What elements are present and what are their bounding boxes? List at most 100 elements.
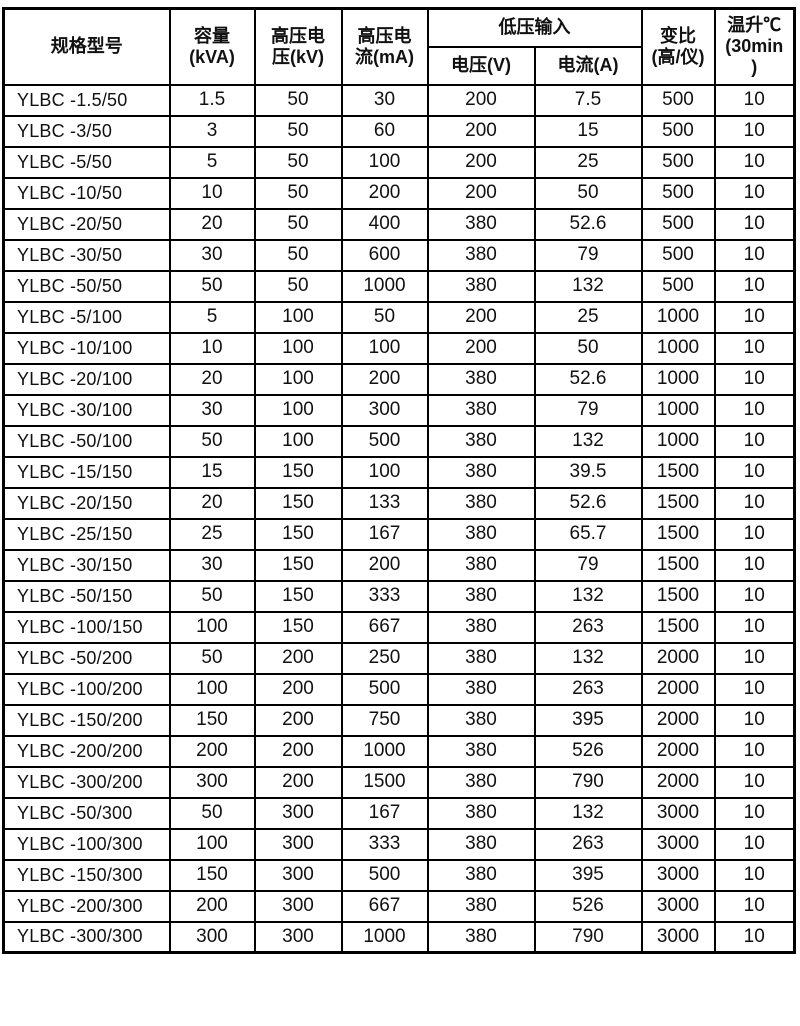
value-cell: 200: [426, 145, 536, 179]
table-row: YLBC -1.5/50 1.5 50 30 200 7.5 500 10: [2, 83, 796, 117]
value-cell: 50: [253, 83, 343, 117]
value-cell: 150: [253, 455, 343, 489]
value-cell: 100: [253, 331, 343, 365]
value-cell: 167: [340, 517, 429, 551]
value-cell: 1000: [340, 269, 429, 303]
table-row: YLBC -15/150 15 150 100 380 39.5 1500 10: [2, 455, 796, 489]
value-cell: 50: [340, 300, 429, 334]
model-cell: YLBC -100/200: [2, 672, 171, 706]
value-cell: 380: [426, 920, 536, 954]
value-cell: 79: [533, 393, 643, 427]
value-cell: 380: [426, 548, 536, 582]
value-cell: 100: [168, 610, 256, 644]
value-cell: 10: [713, 889, 796, 923]
value-cell: 200: [253, 672, 343, 706]
value-cell: 300: [340, 393, 429, 427]
value-cell: 39.5: [533, 455, 643, 489]
value-cell: 200: [426, 114, 536, 148]
table-row: YLBC -50/300 50 300 167 380 132 3000 10: [2, 796, 796, 830]
value-cell: 200: [168, 889, 256, 923]
header-ratio: 变比 (高/仪): [640, 7, 716, 86]
table-row: YLBC -50/50 50 50 1000 380 132 500 10: [2, 269, 796, 303]
model-cell: YLBC -200/300: [2, 889, 171, 923]
value-cell: 3000: [640, 858, 716, 892]
value-cell: 200: [253, 734, 343, 768]
value-cell: 100: [340, 331, 429, 365]
value-cell: 50: [168, 641, 256, 675]
value-cell: 50: [168, 796, 256, 830]
table-row: YLBC -30/50 30 50 600 380 79 500 10: [2, 238, 796, 272]
value-cell: 50: [168, 424, 256, 458]
value-cell: 380: [426, 858, 536, 892]
value-cell: 10: [713, 641, 796, 675]
value-cell: 380: [426, 238, 536, 272]
value-cell: 10: [713, 703, 796, 737]
value-cell: 52.6: [533, 486, 643, 520]
value-cell: 380: [426, 734, 536, 768]
value-cell: 10: [713, 517, 796, 551]
value-cell: 200: [340, 548, 429, 582]
value-cell: 132: [533, 579, 643, 613]
value-cell: 500: [340, 424, 429, 458]
value-cell: 300: [168, 920, 256, 954]
value-cell: 10: [713, 858, 796, 892]
value-cell: 132: [533, 796, 643, 830]
value-cell: 25: [168, 517, 256, 551]
value-cell: 2000: [640, 672, 716, 706]
model-cell: YLBC -50/200: [2, 641, 171, 675]
table-row: YLBC -25/150 25 150 167 380 65.7 1500 10: [2, 517, 796, 551]
model-cell: YLBC -150/300: [2, 858, 171, 892]
table-row: YLBC -50/100 50 100 500 380 132 1000 10: [2, 424, 796, 458]
value-cell: 10: [168, 331, 256, 365]
table-row: YLBC -100/300 100 300 333 380 263 3000 10: [2, 827, 796, 861]
value-cell: 79: [533, 548, 643, 582]
value-cell: 10: [713, 796, 796, 830]
header-hv-current: 高压电 流(mA): [340, 7, 429, 86]
value-cell: 380: [426, 393, 536, 427]
model-cell: YLBC -25/150: [2, 517, 171, 551]
table-row: YLBC -200/300 200 300 667 380 526 3000 10: [2, 889, 796, 923]
value-cell: 200: [253, 703, 343, 737]
value-cell: 200: [168, 734, 256, 768]
value-cell: 150: [253, 610, 343, 644]
model-cell: YLBC -5/50: [2, 145, 171, 179]
value-cell: 1500: [640, 517, 716, 551]
table-row: YLBC -20/100 20 100 200 380 52.6 1000 10: [2, 362, 796, 396]
table-row: YLBC -150/200 150 200 750 380 395 2000 10: [2, 703, 796, 737]
header-model: 规格型号: [2, 7, 171, 86]
value-cell: 1500: [640, 610, 716, 644]
header-row-sub: 电压(V) 电流(A): [4, 45, 795, 86]
value-cell: 200: [253, 641, 343, 675]
value-cell: 10: [713, 548, 796, 582]
value-cell: 380: [426, 889, 536, 923]
value-cell: 750: [340, 703, 429, 737]
value-cell: 2000: [640, 641, 716, 675]
value-cell: 10: [713, 734, 796, 768]
value-cell: 3: [168, 114, 256, 148]
value-cell: 333: [340, 827, 429, 861]
value-cell: 50: [168, 269, 256, 303]
model-cell: YLBC -20/50: [2, 207, 171, 241]
value-cell: 79: [533, 238, 643, 272]
value-cell: 380: [426, 703, 536, 737]
value-cell: 200: [340, 362, 429, 396]
value-cell: 380: [426, 362, 536, 396]
table-row: YLBC -20/150 20 150 133 380 52.6 1500 10: [2, 486, 796, 520]
value-cell: 380: [426, 424, 536, 458]
value-cell: 20: [168, 486, 256, 520]
value-cell: 526: [533, 889, 643, 923]
value-cell: 263: [533, 672, 643, 706]
value-cell: 380: [426, 641, 536, 675]
value-cell: 1000: [340, 734, 429, 768]
value-cell: 30: [168, 548, 256, 582]
header-temp-rise: 温升℃ (30min ): [713, 7, 796, 86]
value-cell: 10: [713, 331, 796, 365]
spec-table-header: 规格型号 容量 (kVA) 高压电 压(kV) 高压电 流(mA) 低压输入 变…: [2, 7, 796, 86]
value-cell: 1000: [640, 393, 716, 427]
value-cell: 50: [253, 238, 343, 272]
value-cell: 10: [168, 176, 256, 210]
header-capacity: 容量 (kVA): [168, 7, 256, 86]
table-row: YLBC -30/150 30 150 200 380 79 1500 10: [2, 548, 796, 582]
value-cell: 30: [168, 238, 256, 272]
